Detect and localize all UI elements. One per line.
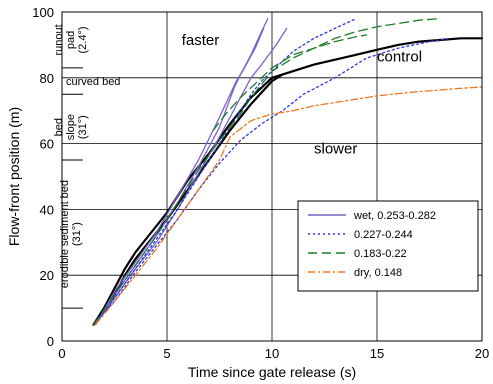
series-line: [94, 37, 452, 322]
zone-label-line: erodible sediment bed: [59, 180, 71, 288]
legend: wet, 0.253-0.282 0.227-0.244 0.183-0.22 dry…: [297, 200, 479, 292]
y-axis-label: Flow-front position (m): [6, 107, 22, 246]
y-tick-label: 0: [47, 334, 54, 349]
legend-box: [297, 200, 479, 292]
x-axis-label: Time since gate release (s): [188, 364, 356, 380]
series-line: [94, 27, 265, 326]
annotation-faster: faster: [182, 32, 220, 49]
x-tick-label: 20: [475, 346, 489, 361]
y-tick-label: 80: [40, 71, 54, 86]
legend-label: 0.227-0.244: [354, 229, 413, 241]
grid: [62, 12, 482, 341]
legend-label: wet, 0.253-0.282: [353, 210, 436, 222]
zone-label-line: slope: [65, 114, 77, 140]
x-tick-label: 5: [163, 346, 170, 361]
y-tick-label: 60: [40, 137, 54, 152]
series-line: [92, 17, 441, 326]
y-tick-label: 40: [40, 202, 54, 217]
series-line: [97, 17, 269, 322]
zone-label-line: (31°): [71, 222, 83, 246]
zone-label: curved bed: [66, 76, 120, 88]
y-tick-label: 100: [32, 5, 54, 20]
zone-label-line: pad: [65, 31, 77, 49]
x-tick-label: 15: [370, 346, 384, 361]
annotations: faster slower control: [182, 32, 422, 158]
series-2: [94, 17, 452, 326]
plot-frame: [61, 11, 483, 342]
series-line: [94, 86, 483, 326]
series-3: [92, 17, 441, 326]
series-line: [212, 34, 368, 132]
legend-label: dry, 0.148: [354, 267, 402, 279]
data-lines: [92, 17, 484, 326]
x-tick-label: 0: [58, 346, 65, 361]
zone-label-line: (2.4°): [77, 26, 89, 53]
zone-label-line: runout: [53, 24, 65, 55]
x-tick-label: 10: [265, 346, 279, 361]
series-line: [94, 17, 357, 326]
series-4: [94, 86, 483, 326]
legend-label: 0.183-0.22: [354, 248, 407, 260]
annotation-slower: slower: [314, 140, 357, 157]
series-line: [92, 37, 484, 326]
axis-ticks: 0 5 10 15 20 0 20 40 60 80 100: [32, 5, 489, 361]
zone-label-line: bed: [53, 118, 65, 136]
y-tick-label: 20: [40, 268, 54, 283]
annotation-control: control: [377, 48, 422, 65]
zone-label-line: (31°): [77, 115, 89, 139]
